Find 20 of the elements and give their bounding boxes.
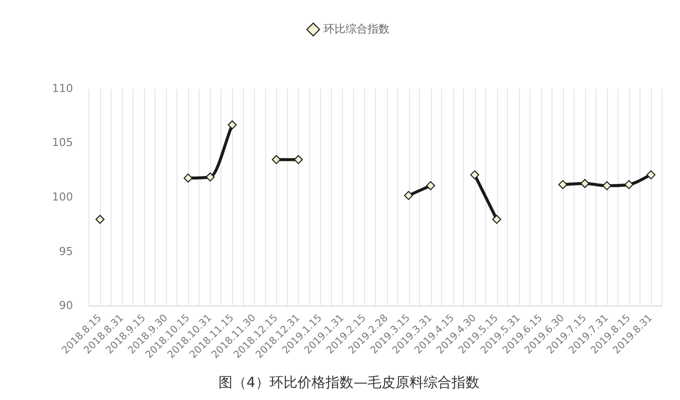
- point: [558, 180, 568, 190]
- point: [228, 120, 237, 130]
- point: [206, 172, 215, 182]
- legend-label: 环比综合指数: [323, 22, 390, 36]
- point: [404, 190, 414, 200]
- y-tick-label: 90: [58, 299, 73, 312]
- point: [580, 178, 590, 188]
- text: 图（4）环比价格指数—毛皮原料综合指数: [218, 375, 480, 392]
- point: [646, 170, 656, 180]
- y-tick-label: 95: [58, 244, 73, 258]
- point: [294, 155, 303, 164]
- point: [470, 170, 480, 180]
- point: [96, 214, 105, 224]
- y-tick-label: 105: [52, 136, 73, 150]
- point: [272, 155, 281, 164]
- y-tick-label: 100: [52, 190, 73, 204]
- point: [624, 180, 634, 190]
- point: [426, 181, 436, 190]
- point: [492, 214, 502, 224]
- y-tick-label: 110: [52, 82, 73, 95]
